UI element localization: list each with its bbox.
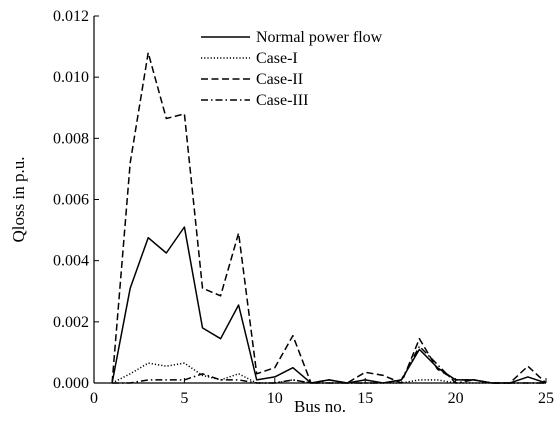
x-tick-label: 10 [267,390,283,407]
axes: 0.000 0.002 0.004 0.006 0.008 0.010 0.012 0 5 10 1… [53,8,554,407]
y-tick-label: 0.012 [53,8,89,25]
legend-label-3: Case-II [256,71,303,88]
y-tick-label: 0.006 [53,192,89,209]
series-line-3 [111,51,547,384]
x-tick-label: 15 [357,390,373,407]
y-tick-label: 0.008 [53,130,89,147]
legend-label-4: Case-III [256,92,308,109]
series-layer [111,51,547,384]
series-line-4 [112,345,546,384]
y-tick-label: 0.002 [53,314,89,331]
y-tick-label: 0.004 [53,253,89,270]
legend-label-1: Normal power flow [256,29,383,46]
y-axis-label: Qloss in p.u. [9,157,28,243]
legend: Normal power flow Case-I Case-II Case-III [201,29,383,109]
x-tick-label: 5 [180,390,188,407]
x-tick-label: 0 [90,390,98,407]
legend-label-2: Case-I [256,50,298,67]
x-tick-label: 25 [538,390,554,407]
y-tick-label: 0.000 [53,375,89,392]
x-axis-label: Bus no. [294,397,346,416]
y-tick-label: 0.010 [53,69,89,86]
x-tick-label: 20 [448,390,464,407]
series-line-1 [111,226,547,384]
